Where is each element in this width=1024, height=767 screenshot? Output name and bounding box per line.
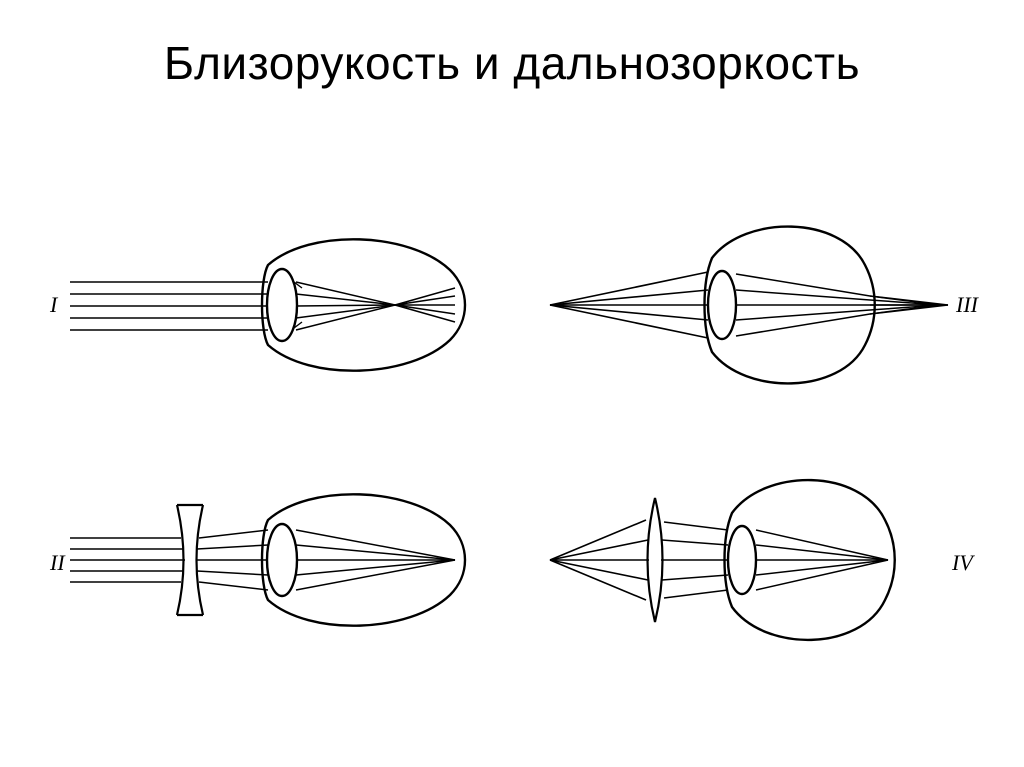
diagram-myopia: I — [50, 210, 480, 440]
svg-myopia — [50, 210, 480, 440]
svg-hyperopia — [520, 210, 990, 440]
svg-hyperopia-corrected — [520, 450, 990, 680]
diagram-hyperopia-corrected: IV — [520, 450, 990, 680]
page-title: Близорукость и дальнозоркость — [0, 0, 1024, 90]
label-III: III — [956, 292, 978, 318]
diagram-grid: I — [0, 90, 1024, 730]
diagram-hyperopia: III — [520, 210, 990, 440]
label-II: II — [50, 550, 65, 576]
svg-myopia-corrected — [50, 450, 480, 680]
label-I: I — [50, 292, 57, 318]
label-IV: IV — [952, 550, 973, 576]
diagram-myopia-corrected: II — [50, 450, 480, 680]
